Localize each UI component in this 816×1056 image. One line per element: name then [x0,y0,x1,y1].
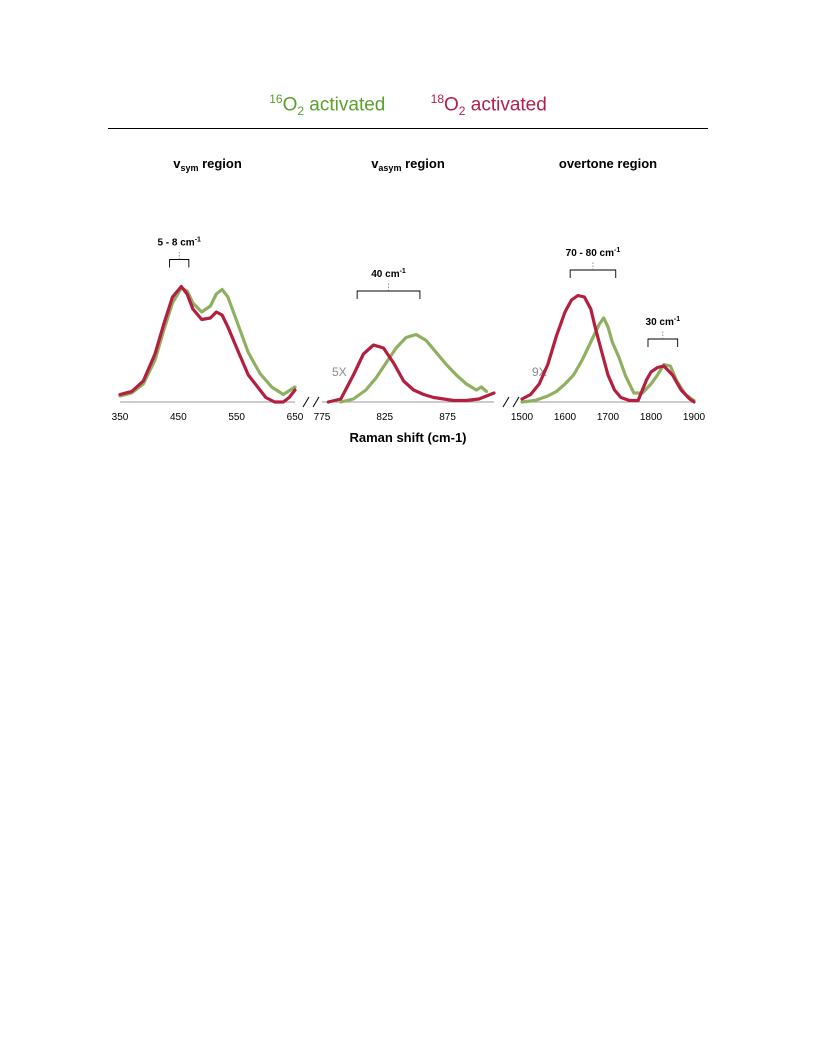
tick-label: 1500 [511,412,534,423]
legend-text: activated [465,94,547,116]
legend-sup: 16 [269,92,283,106]
axis-break-mark [312,396,320,408]
legend-base: O [444,94,459,116]
legend-sub: 2 [458,104,466,119]
annotation-bracket [169,259,190,268]
panel-title: overtone region [559,156,657,171]
series-line-o16 [118,286,297,398]
series-line-o18 [520,293,696,404]
annotation-text: 70 - 80 cm [566,248,614,259]
legend-text: activated [304,94,386,116]
legend-item-16o2: 16O2 activated [269,92,385,118]
annotation-label: 70 - 80 cm-1 [566,247,621,259]
series-line-o16 [520,316,696,404]
tick-label: 1900 [683,412,706,423]
annotation-bracket [569,269,617,278]
annotation-sup: -1 [614,247,620,254]
annotation-text: 40 cm [371,269,399,280]
axis-break-mark [302,396,310,408]
annotation-sup: -1 [674,316,680,323]
annotation-sup: -1 [195,237,201,244]
annotation-bracket [356,290,421,299]
tick-label: 875 [439,412,456,423]
panel-1: vasym region 775 825 875 5X 40 cm-1 [314,156,496,423]
axis-break-mark [502,396,510,408]
panel-title: vasym region [371,156,445,173]
panel-title-main: overtone region [559,156,657,171]
series-line-o18 [118,284,297,404]
annotation-label: 5 - 8 cm-1 [157,237,201,249]
annotation-text: 5 - 8 cm [157,238,194,249]
legend: 16O2 activated 18O2 activated [0,92,816,126]
series-line-o18 [326,343,496,404]
tick-label: 450 [170,412,187,423]
panel-title-sub: asym [378,163,401,173]
panel-title-sub: sym [180,163,198,173]
panel-title-rest: region [401,156,444,171]
annotation-label: 40 cm-1 [371,268,406,280]
tick-label: 550 [228,412,245,423]
legend-sub: 2 [297,104,305,119]
tick-label: 1600 [554,412,577,423]
axis-break-mark [512,396,520,408]
panel-0: vsym region 350 450 550 650 5 - 8 cm-1 [112,156,304,423]
annotation-sup: -1 [400,268,406,275]
tick-label: 350 [112,412,129,423]
annotation-label: 30 cm-1 [646,316,681,328]
annotation-bracket [647,338,679,347]
scale-multiplier: 5X [332,365,347,379]
legend-item-18o2: 18O2 activated [431,92,547,118]
panel-title: vsym region [173,156,242,173]
tick-label: 650 [287,412,304,423]
tick-label: 1700 [597,412,620,423]
panel-title-rest: region [198,156,241,171]
tick-label: 1800 [640,412,663,423]
tick-label: 825 [376,412,393,423]
panel-title-main: v [173,156,181,171]
legend-sup: 18 [430,92,444,106]
panel-title-main: v [371,156,379,171]
series-line-o16 [339,332,489,404]
tick-label: 775 [314,412,331,423]
annotation-text: 30 cm [646,317,674,328]
legend-divider [108,128,708,129]
x-axis-label: Raman shift (cm-1) [349,430,466,445]
legend-base: O [282,94,298,116]
